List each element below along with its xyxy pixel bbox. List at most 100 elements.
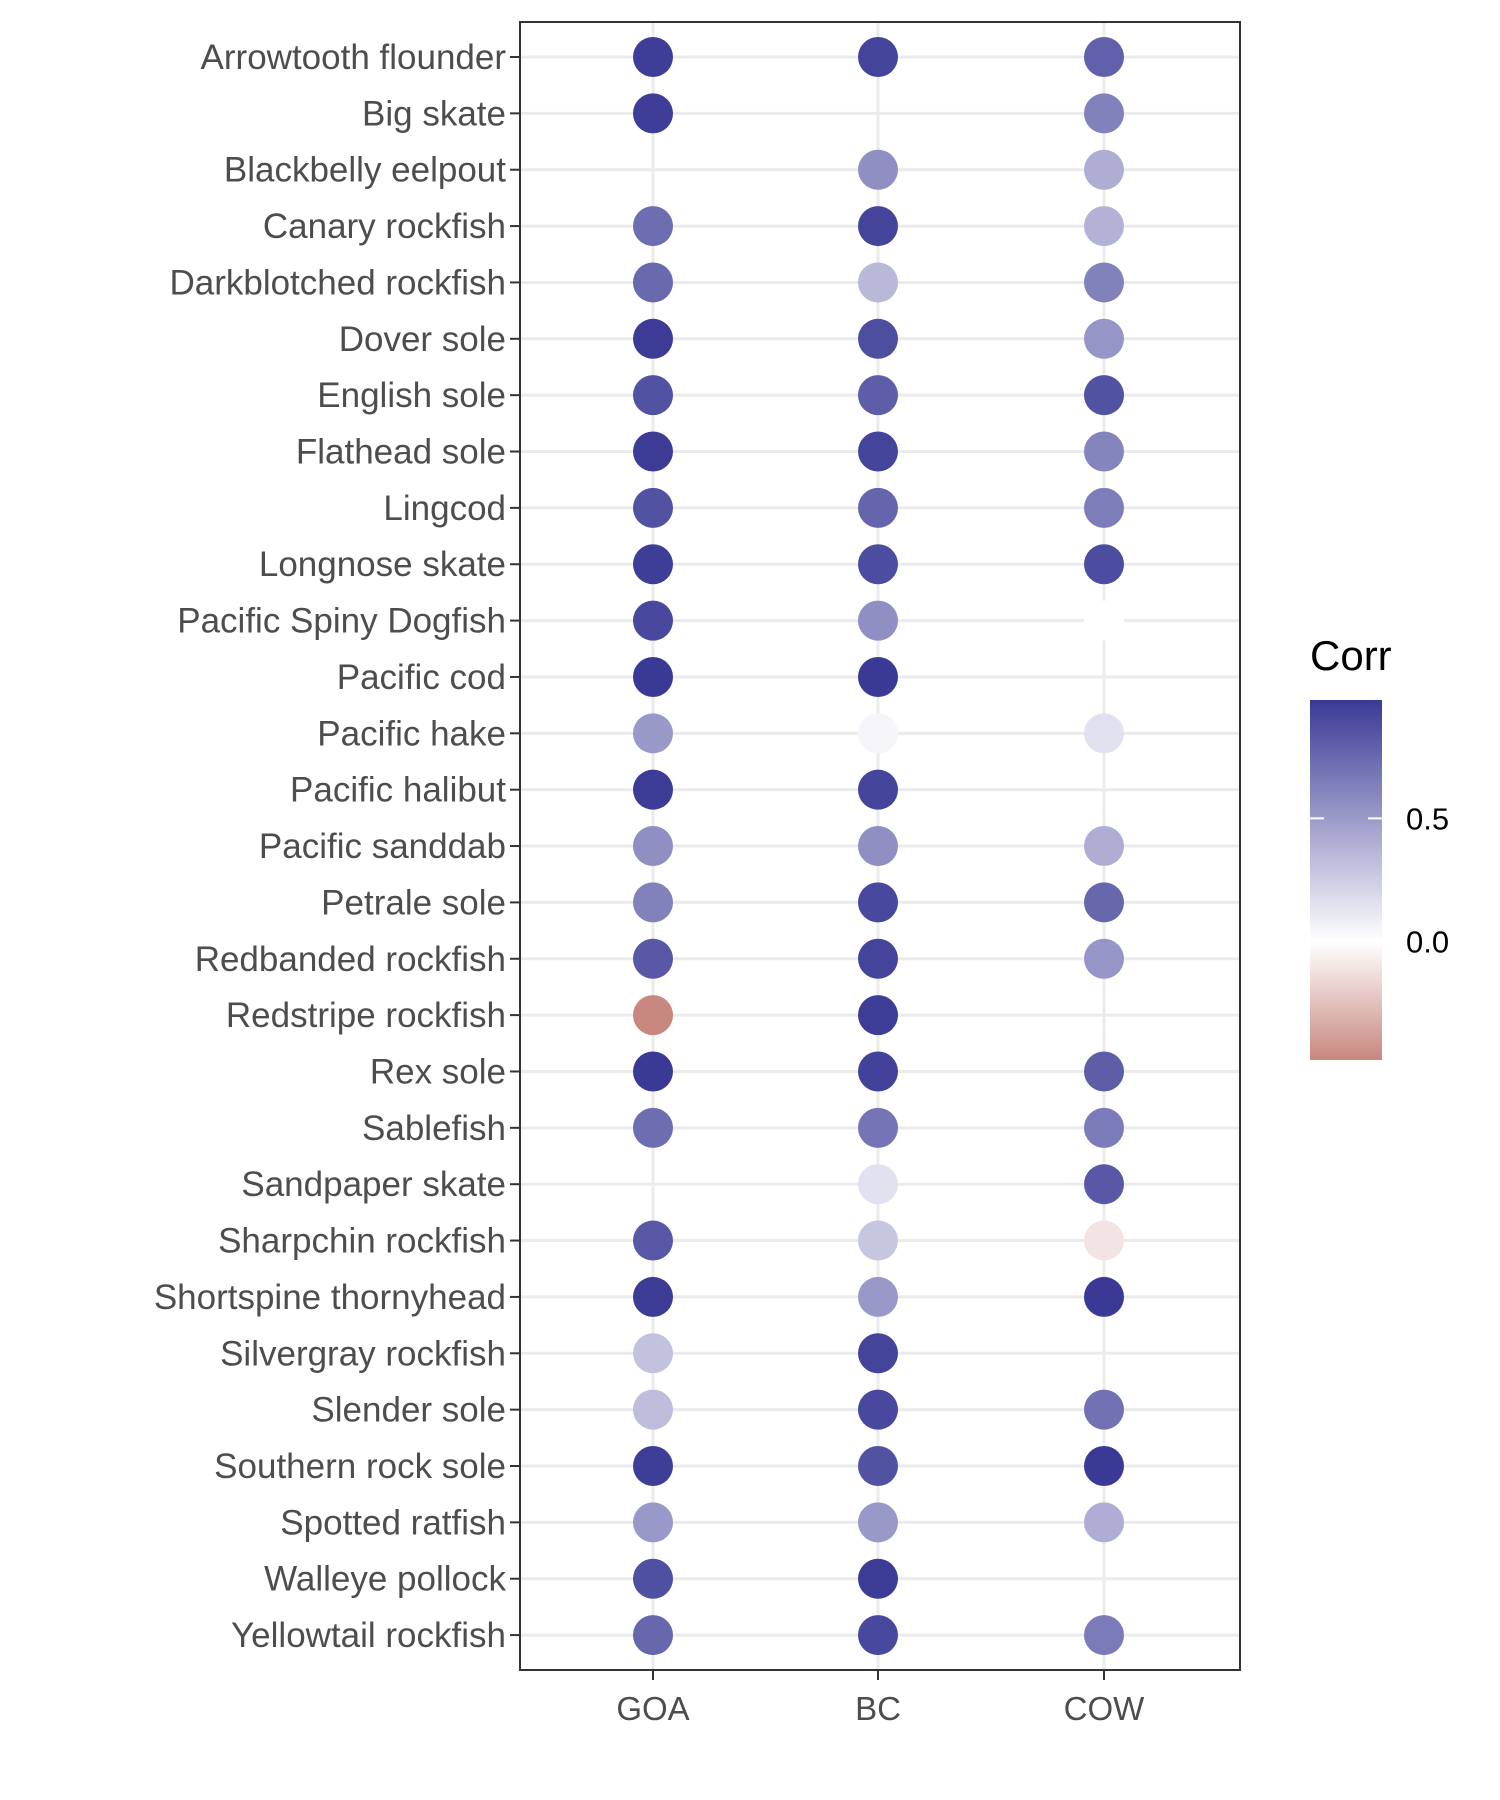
y-tick-label: Pacific sanddab [259, 827, 506, 866]
y-axis: Arrowtooth flounder Big skate Blackbelly e… [154, 38, 520, 1655]
data-point [1084, 544, 1124, 585]
data-point [1084, 1220, 1124, 1261]
legend-colorbar [1310, 700, 1382, 1060]
data-point [633, 713, 673, 754]
data-point [633, 1558, 673, 1599]
data-point [858, 769, 898, 810]
y-tick-label: Sablefish [362, 1109, 506, 1148]
y-tick-label: Spotted ratfish [280, 1503, 506, 1542]
data-point [633, 1502, 673, 1543]
data-point [1084, 600, 1124, 641]
data-point [1084, 487, 1124, 528]
data-point [1084, 1389, 1124, 1430]
data-point [633, 1051, 673, 1092]
data-point [1084, 1164, 1124, 1205]
data-point [858, 375, 898, 416]
color-legend: Corr 0.5 0.0 [1310, 632, 1449, 1060]
x-tick-label: COW [1064, 1690, 1146, 1727]
data-point [1084, 1502, 1124, 1543]
data-point [633, 600, 673, 641]
data-point [633, 995, 673, 1036]
y-tick-label: Yellowtail rockfish [231, 1616, 506, 1655]
data-point [1084, 318, 1124, 359]
data-point [633, 37, 673, 77]
legend-title: Corr [1310, 632, 1392, 679]
data-point [858, 1446, 898, 1486]
y-tick-label: Flathead sole [296, 433, 506, 472]
data-point [633, 318, 673, 359]
y-tick-label: Sandpaper skate [241, 1165, 506, 1204]
y-tick-label: Silvergray rockfish [220, 1334, 506, 1373]
y-tick-label: Southern rock sole [214, 1447, 506, 1486]
data-point [1084, 149, 1124, 190]
data-point [858, 1276, 898, 1317]
data-point [633, 206, 673, 247]
data-point [633, 93, 673, 134]
data-point [858, 318, 898, 359]
data-point [633, 1107, 673, 1148]
y-tick-label: Canary rockfish [263, 207, 506, 246]
data-point [858, 1502, 898, 1543]
data-point [633, 1333, 673, 1374]
x-tick-label: BC [855, 1690, 901, 1727]
data-point [633, 769, 673, 810]
data-point [858, 1615, 898, 1656]
data-point [858, 826, 898, 867]
data-point [1084, 1615, 1124, 1656]
data-point [1084, 431, 1124, 472]
data-point [1084, 1051, 1124, 1092]
data-point [1084, 938, 1124, 979]
y-tick-label: Pacific cod [337, 658, 506, 697]
data-point [858, 995, 898, 1036]
y-tick-label: Sharpchin rockfish [218, 1222, 506, 1261]
data-point [633, 375, 673, 416]
data-point [1084, 882, 1124, 923]
data-point [858, 1220, 898, 1261]
y-tick-label: Blackbelly eelpout [224, 151, 506, 190]
data-points [633, 37, 1124, 1656]
data-point [1084, 37, 1124, 77]
data-point [1084, 1107, 1124, 1148]
legend-tick-label: 0.0 [1406, 925, 1449, 960]
data-point [633, 431, 673, 472]
y-tick-label: Redbanded rockfish [195, 940, 506, 979]
y-tick-label: Slender sole [311, 1391, 506, 1430]
data-point [858, 938, 898, 979]
data-point [1084, 1446, 1124, 1486]
data-point [633, 1220, 673, 1261]
y-tick-label: Big skate [362, 94, 506, 133]
data-point [858, 1107, 898, 1148]
data-point [633, 938, 673, 979]
y-tick-label: Lingcod [383, 489, 506, 528]
data-point [1084, 375, 1124, 416]
data-point [1084, 93, 1124, 134]
y-tick-label: Shortspine thornyhead [154, 1278, 506, 1317]
data-point [858, 1558, 898, 1599]
data-point [1084, 713, 1124, 754]
data-point [633, 826, 673, 867]
y-tick-label: Redstripe rockfish [226, 996, 506, 1035]
data-point [858, 656, 898, 697]
y-tick-label: Rex sole [370, 1052, 506, 1091]
y-tick-label: English sole [317, 376, 506, 415]
data-point [858, 713, 898, 754]
data-point [1084, 1276, 1124, 1317]
data-point [1084, 262, 1124, 303]
y-tick-label: Longnose skate [259, 545, 506, 584]
y-tick-label: Dover sole [339, 320, 506, 359]
data-point [858, 487, 898, 528]
data-point [858, 1051, 898, 1092]
y-tick-label: Pacific halibut [290, 771, 506, 810]
legend-ticks: 0.5 0.0 [1310, 801, 1449, 960]
data-point [858, 37, 898, 77]
legend-tick-label: 0.5 [1406, 801, 1449, 836]
data-point [858, 1333, 898, 1374]
x-axis: GOA BC COW [616, 1670, 1145, 1727]
data-point [858, 206, 898, 247]
data-point [633, 544, 673, 585]
data-point [633, 262, 673, 303]
y-tick-label: Pacific hake [317, 714, 506, 753]
y-tick-label: Petrale sole [321, 883, 506, 922]
data-point [858, 262, 898, 303]
